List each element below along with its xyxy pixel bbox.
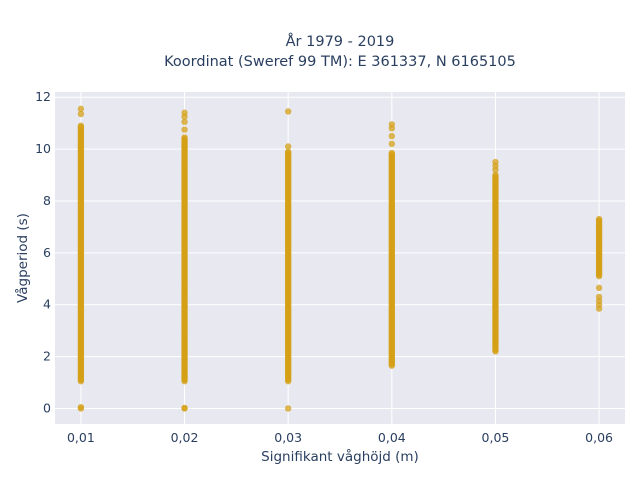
y-tick-label: 8 [43, 193, 51, 208]
data-point [595, 284, 603, 292]
data-point [181, 118, 188, 126]
x-tick-label: 0,06 [585, 430, 613, 445]
x-tick-label: 0,04 [378, 430, 406, 445]
data-point [284, 148, 292, 155]
data-point [181, 126, 188, 133]
x-tick-label: 0,03 [274, 430, 302, 445]
data-point [595, 215, 603, 223]
data-point [77, 105, 85, 113]
plot-area [55, 92, 625, 424]
data-point [77, 110, 85, 118]
data-point [284, 143, 292, 150]
y-tick-label: 0 [43, 400, 51, 415]
chart-title-line-2: Koordinat (Sweref 99 TM): E 361337, N 61… [164, 54, 516, 70]
x-tick-label: 0,01 [67, 430, 95, 445]
data-point [77, 403, 85, 411]
data-point [388, 132, 396, 140]
x-tick-label: 0,05 [482, 430, 510, 445]
x-axis-title: Signifikant våghöjd (m) [261, 448, 419, 465]
data-point [284, 108, 292, 115]
y-tick-label: 4 [43, 297, 51, 312]
x-tick-label: 0,02 [171, 430, 199, 445]
y-axis-title: Vågperiod (s) [14, 213, 31, 303]
y-tick-labels: 0 2 4 6 8 10 12 [35, 89, 51, 415]
data-point [388, 140, 396, 148]
data-point [492, 158, 499, 166]
data-point [388, 149, 396, 157]
data-point [181, 404, 188, 412]
y-tick-label: 6 [43, 245, 51, 260]
data-point [77, 122, 85, 129]
y-tick-label: 10 [35, 141, 51, 156]
data-points [77, 105, 603, 412]
data-point [595, 293, 603, 301]
data-point [388, 121, 396, 128]
x-tick-labels: 0,01 0,02 0,03 0,04 0,05 0,06 [67, 430, 613, 445]
data-point [492, 171, 499, 179]
data-point [284, 405, 292, 412]
y-tick-label: 2 [43, 349, 51, 364]
chart-title-line-1: År 1979 - 2019 [286, 33, 395, 50]
y-tick-label: 12 [35, 89, 51, 104]
data-point [181, 109, 188, 116]
data-point [181, 134, 188, 141]
